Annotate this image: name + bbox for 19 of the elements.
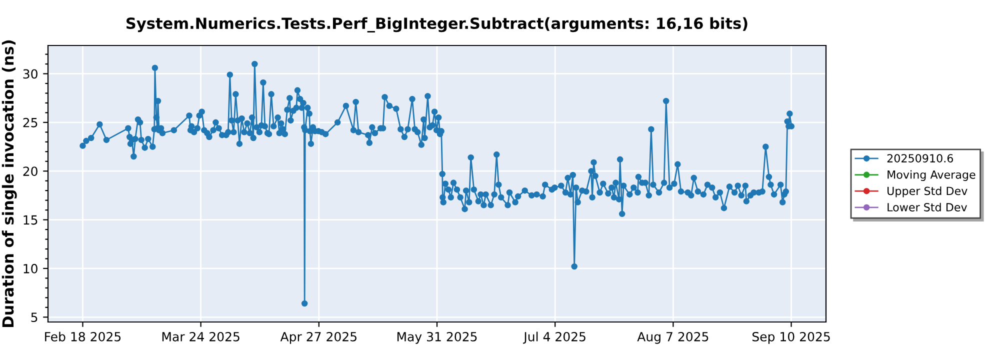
y-tick-label: 5 bbox=[31, 312, 38, 322]
x-tick-label: Aug 7 2025 bbox=[637, 332, 708, 344]
x-tick-label: May 31 2025 bbox=[397, 332, 477, 344]
chart-title: System.Numerics.Tests.Perf_BigInteger.Subtract(arguments: 16,16 bits) bbox=[126, 17, 748, 32]
x-tick-label: Apr 27 2025 bbox=[280, 332, 356, 344]
y-tick-label: 25 bbox=[23, 118, 38, 128]
legend-label: Upper Std Dev bbox=[888, 186, 968, 198]
x-tick-label: Feb 18 2025 bbox=[45, 332, 121, 342]
x-tick-label: Jul 4 2025 bbox=[523, 332, 586, 344]
legend-label: Lower Std Dev bbox=[888, 202, 968, 212]
y-tick-label: 30 bbox=[23, 69, 38, 79]
x-tick-label: Mar 24 2025 bbox=[162, 332, 240, 342]
legend-label: 20250910.6 bbox=[887, 154, 954, 163]
y-tick-label: 15 bbox=[24, 215, 38, 225]
legend-label: Moving Average bbox=[888, 170, 976, 181]
y-tick-label: 20 bbox=[23, 166, 38, 176]
x-tick-label: Sep 10 2025 bbox=[752, 332, 830, 344]
y-axis-title: Duration of single invocation (ns) bbox=[2, 40, 17, 327]
y-tick-label: 10 bbox=[24, 264, 38, 274]
